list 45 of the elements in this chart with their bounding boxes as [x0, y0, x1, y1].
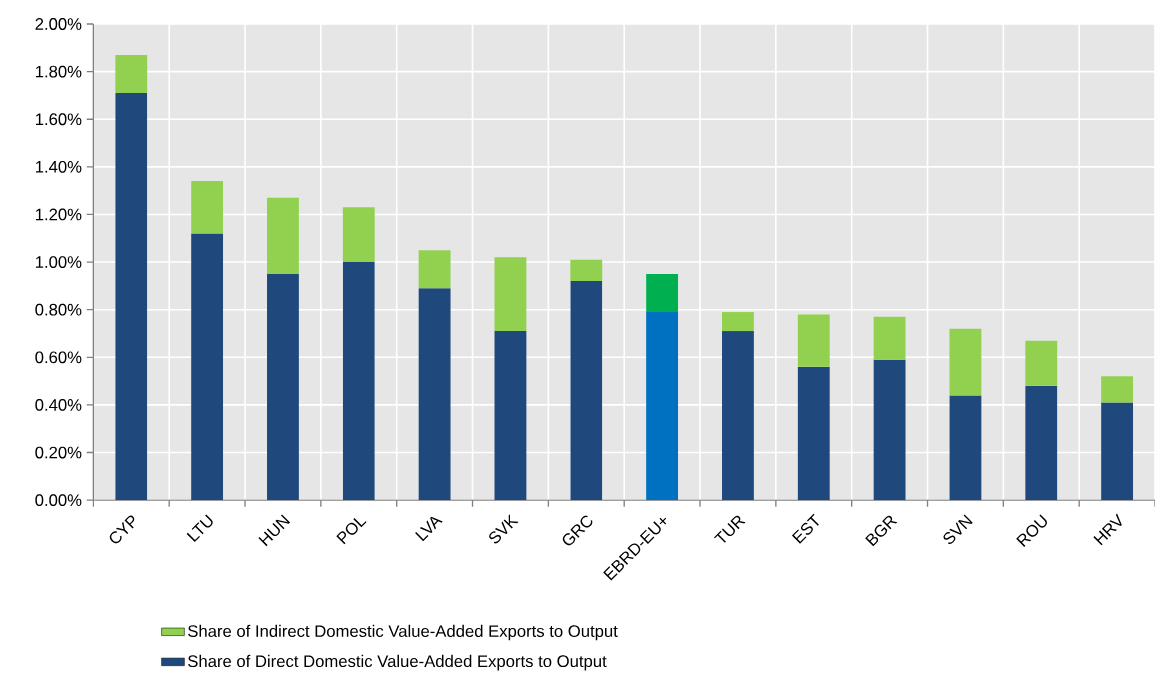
- bar: [797, 314, 830, 367]
- bar: [646, 274, 679, 313]
- bar: [1025, 385, 1058, 501]
- x-tick-label: TUR: [714, 515, 746, 543]
- y-tick-label: 0.60%: [35, 351, 82, 364]
- bar: [418, 250, 451, 289]
- bar: [1101, 402, 1134, 501]
- bar: [191, 233, 224, 501]
- bar: [494, 257, 527, 332]
- bar: [646, 312, 679, 501]
- y-tick-label: 2.00%: [35, 18, 82, 30]
- y-tick-label: 1.60%: [35, 113, 82, 126]
- y-tick-label: 0.20%: [35, 446, 82, 459]
- bar: [722, 331, 754, 501]
- bar: [949, 328, 982, 396]
- bar: [570, 281, 603, 501]
- bar: [342, 207, 375, 263]
- bar: [797, 366, 830, 501]
- y-tick-label: 1.40%: [35, 161, 82, 173]
- bar: [722, 312, 754, 332]
- y-tick-label: 0.00%: [35, 494, 82, 507]
- bar: [191, 181, 224, 234]
- x-tick-label: LTU: [186, 514, 213, 543]
- bar: [267, 197, 299, 275]
- y-tick-label: 1.20%: [35, 208, 82, 221]
- bar: [342, 262, 375, 501]
- legend-label: Share of Direct Domestic Value-Added Exports to Output: [188, 654, 607, 671]
- y-tick-label: 1.00%: [35, 256, 82, 269]
- bar: [418, 288, 451, 501]
- bar: [1025, 340, 1058, 386]
- legend-label: Share of Indirect Domestic Value-Added Exports to Output: [188, 624, 618, 641]
- y-tick-label: 1.80%: [35, 65, 82, 78]
- y-tick-label: 0.40%: [35, 399, 82, 411]
- y-tick-label: 0.80%: [35, 303, 82, 316]
- bar: [267, 274, 299, 501]
- bar: [873, 359, 906, 501]
- bar: [494, 331, 527, 501]
- bar: [949, 395, 982, 501]
- bar: [115, 55, 148, 94]
- bar: [1101, 376, 1134, 403]
- x-tick-label: LVA: [415, 516, 443, 542]
- bar: [570, 259, 603, 282]
- bar: [873, 316, 906, 360]
- x-tick-label: POL: [336, 518, 367, 545]
- bar: [115, 93, 148, 501]
